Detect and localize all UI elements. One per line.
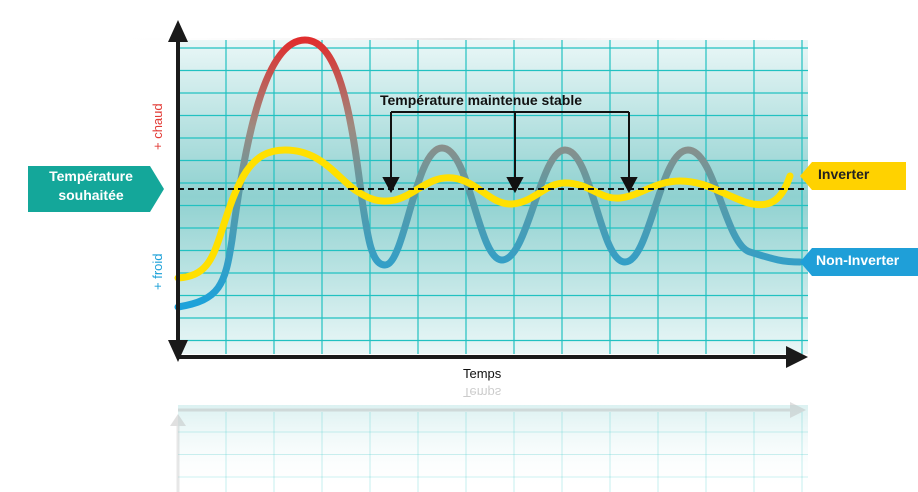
setpoint-label-line-1: Température xyxy=(49,168,133,184)
reflection xyxy=(170,402,808,492)
top-fade-line xyxy=(95,38,815,40)
inverter-badge-shape xyxy=(800,162,906,190)
setpoint-label-line-2: souhaitée xyxy=(58,187,124,203)
non-inverter-badge-shape xyxy=(800,248,918,276)
y-axis-arrow-bottom xyxy=(168,340,188,362)
inverter-curve xyxy=(174,146,794,282)
y-label-froid: + froid xyxy=(150,253,165,291)
stability-arrows xyxy=(382,111,638,194)
x-axis-arrow xyxy=(786,346,808,368)
non-inverter-legend-label: Non-Inverter xyxy=(816,252,900,268)
y-axis-arrow-top xyxy=(168,20,188,42)
x-axis-label: Temps xyxy=(463,366,502,381)
setpoint-badge-shape xyxy=(28,166,164,212)
inverter-legend-label: Inverter xyxy=(818,166,870,182)
x-axis-label-reflection: Temps xyxy=(463,385,502,400)
y-label-chaud: + chaud xyxy=(150,103,165,150)
setpoint-label: Température souhaitée xyxy=(30,167,152,205)
stable-temperature-title: Température maintenue stable xyxy=(380,92,583,108)
